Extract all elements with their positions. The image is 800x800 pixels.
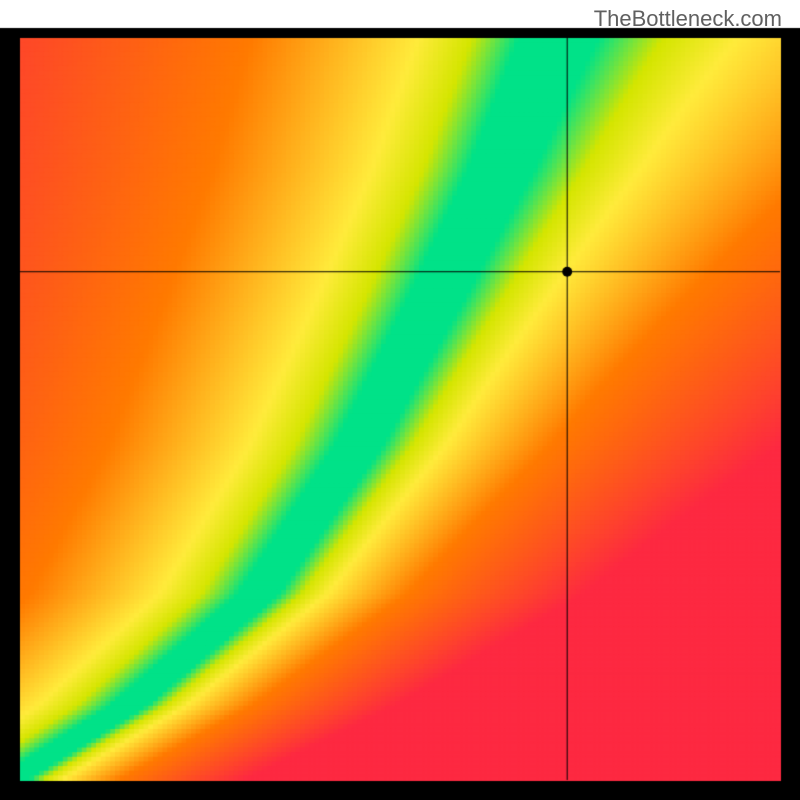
bottleneck-heatmap [0, 0, 800, 800]
watermark-text: TheBottleneck.com [594, 6, 782, 32]
